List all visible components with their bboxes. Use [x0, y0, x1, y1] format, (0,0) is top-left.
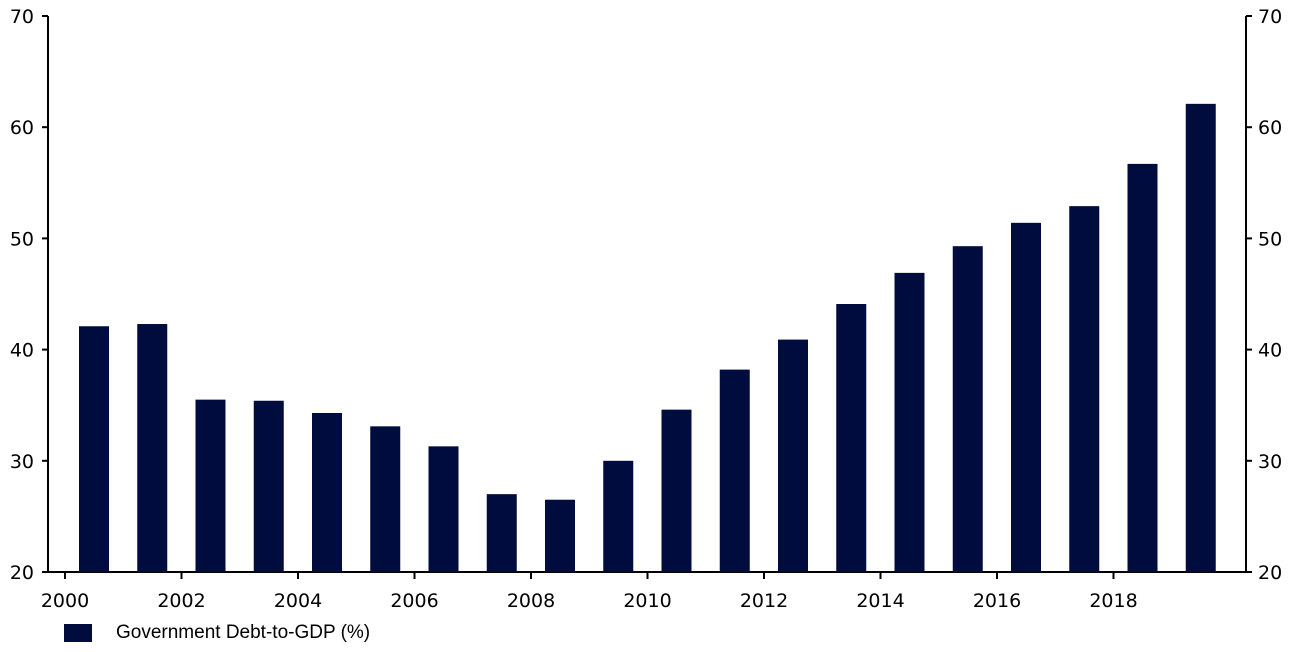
bar: [486, 494, 517, 572]
bar: [253, 400, 284, 572]
x-tick-label: 2008: [507, 590, 555, 612]
bar: [778, 339, 808, 572]
bar: [428, 446, 459, 572]
x-tick-label: 2018: [1089, 590, 1137, 612]
tick-labels: 20 20 30 30 40 40 50 50 60 60 70 70 2000 2002 2004 2006…: [10, 6, 1282, 612]
x-tick-label: 2010: [623, 590, 671, 612]
legend: Government Debt-to-GDP (%): [64, 622, 370, 644]
bar: [1011, 222, 1041, 572]
x-tick-label: 2014: [856, 590, 904, 612]
right-y-tick-label: 60: [1258, 117, 1282, 139]
right-y-tick-label: 30: [1258, 451, 1282, 473]
x-tick-label: 2016: [973, 590, 1021, 612]
bar: [1069, 206, 1100, 573]
bar: [312, 412, 342, 572]
x-tick-label: 2002: [157, 590, 205, 612]
bar: [836, 304, 867, 572]
left-y-tick-label: 70: [10, 6, 34, 28]
left-y-tick-label: 60: [10, 117, 34, 139]
x-tick-label: 2012: [740, 590, 788, 612]
bar: [661, 409, 692, 572]
legend-swatch: [64, 624, 92, 642]
right-y-tick-label: 50: [1258, 228, 1282, 250]
right-y-tick-label: 40: [1258, 340, 1282, 362]
right-y-tick-label: 20: [1258, 562, 1282, 584]
right-y-tick-label: 70: [1258, 6, 1282, 28]
bar: [719, 369, 750, 572]
axes: [42, 15, 1252, 579]
bar: [545, 499, 575, 572]
bar: [952, 246, 983, 572]
bar: [1127, 163, 1158, 572]
left-y-tick-label: 30: [10, 451, 34, 473]
bar: [195, 399, 226, 572]
bars: [79, 103, 1216, 573]
left-y-tick-label: 50: [10, 228, 34, 250]
bar: [370, 426, 401, 572]
bar: [894, 272, 925, 572]
left-y-tick-label: 20: [10, 562, 34, 584]
bar: [137, 324, 168, 572]
left-y-tick-label: 40: [10, 340, 34, 362]
x-tick-label: 2004: [274, 590, 322, 612]
legend-label: Government Debt-to-GDP (%): [116, 622, 371, 643]
bar: [79, 326, 109, 572]
x-tick-label: 2006: [390, 590, 438, 612]
x-tick-label: 2000: [41, 590, 89, 612]
bar: [1185, 103, 1216, 573]
bar: [603, 460, 634, 572]
